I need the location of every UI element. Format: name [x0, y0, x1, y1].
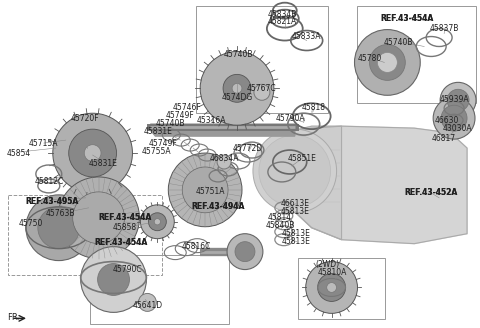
- Text: 45749F: 45749F: [149, 139, 178, 148]
- Text: REF.43-454A: REF.43-454A: [381, 14, 434, 23]
- Text: 45750: 45750: [19, 219, 43, 228]
- Text: 45720F: 45720F: [71, 114, 99, 123]
- Text: REF.43-454A: REF.43-454A: [381, 14, 434, 23]
- Circle shape: [227, 234, 263, 270]
- Circle shape: [377, 52, 397, 72]
- Text: 46817: 46817: [432, 133, 456, 143]
- Text: 45715A: 45715A: [29, 139, 59, 148]
- Circle shape: [182, 167, 228, 213]
- Text: 45740B: 45740B: [384, 38, 413, 47]
- Circle shape: [433, 97, 475, 139]
- Text: 45831E: 45831E: [88, 158, 117, 168]
- Text: 45854: 45854: [7, 149, 31, 157]
- Text: 45641D: 45641D: [132, 301, 162, 310]
- Text: 46630: 46630: [435, 116, 459, 125]
- Text: 45755A: 45755A: [142, 147, 171, 155]
- Circle shape: [138, 294, 156, 311]
- Text: 45810A: 45810A: [318, 268, 348, 277]
- Text: 45746F: 45746F: [173, 103, 202, 112]
- Circle shape: [53, 113, 132, 193]
- Text: 45818: 45818: [302, 103, 326, 112]
- Circle shape: [253, 129, 336, 213]
- Circle shape: [370, 45, 405, 80]
- Text: (2WD): (2WD): [315, 260, 340, 269]
- Circle shape: [447, 89, 469, 111]
- Text: 46613E: 46613E: [280, 199, 309, 208]
- Text: 45834B: 45834B: [267, 10, 297, 19]
- Circle shape: [72, 192, 124, 244]
- Text: 45814: 45814: [268, 213, 292, 222]
- Circle shape: [254, 84, 270, 100]
- Text: 45813E: 45813E: [281, 229, 310, 238]
- Circle shape: [148, 213, 166, 231]
- Text: REF.43-495A: REF.43-495A: [25, 197, 78, 206]
- Polygon shape: [150, 124, 295, 130]
- Text: 45772D: 45772D: [233, 144, 263, 153]
- Text: REF.43-452A: REF.43-452A: [405, 188, 458, 197]
- Circle shape: [441, 105, 467, 131]
- Text: 45851E: 45851E: [288, 154, 316, 163]
- Circle shape: [154, 219, 160, 225]
- Text: 45767C: 45767C: [247, 84, 276, 93]
- Text: 45751A: 45751A: [195, 187, 225, 196]
- Text: REF.43-454A: REF.43-454A: [94, 238, 147, 247]
- Circle shape: [440, 82, 476, 118]
- Text: 45821A: 45821A: [267, 17, 297, 26]
- Text: 45740B: 45740B: [223, 50, 253, 59]
- Text: 45840B: 45840B: [265, 221, 295, 230]
- Text: 45749F: 45749F: [166, 111, 194, 120]
- Circle shape: [232, 83, 242, 93]
- Text: 43030A: 43030A: [442, 124, 472, 133]
- Text: 45813E: 45813E: [281, 237, 310, 246]
- Circle shape: [69, 129, 117, 177]
- Circle shape: [141, 205, 174, 239]
- Text: 46834A: 46834A: [209, 154, 239, 163]
- Circle shape: [26, 195, 92, 260]
- Circle shape: [38, 207, 80, 249]
- Circle shape: [58, 177, 139, 258]
- Circle shape: [200, 51, 274, 125]
- Text: FR.: FR.: [7, 313, 21, 322]
- Text: REF.43-454A: REF.43-454A: [94, 238, 147, 247]
- Text: 45790C: 45790C: [113, 265, 142, 274]
- Text: 45790A: 45790A: [276, 114, 306, 123]
- Polygon shape: [295, 126, 467, 244]
- Text: 45858: 45858: [112, 223, 136, 232]
- Text: 45763B: 45763B: [46, 209, 75, 218]
- Circle shape: [355, 30, 420, 95]
- Circle shape: [318, 274, 346, 301]
- Text: REF.43-494A: REF.43-494A: [192, 202, 245, 211]
- Text: REF.43-454A: REF.43-454A: [98, 213, 151, 222]
- Circle shape: [97, 264, 130, 296]
- Text: 45780: 45780: [357, 54, 382, 63]
- Text: 45812C: 45812C: [34, 177, 63, 186]
- Circle shape: [327, 283, 336, 292]
- Circle shape: [81, 247, 146, 312]
- Text: 45816C: 45816C: [181, 242, 211, 251]
- Circle shape: [235, 242, 255, 262]
- Text: 4574DG: 4574DG: [221, 93, 252, 102]
- Text: REF.43-495A: REF.43-495A: [25, 197, 78, 206]
- Circle shape: [259, 135, 331, 207]
- Text: 45939A: 45939A: [439, 95, 469, 104]
- Circle shape: [168, 153, 242, 227]
- Circle shape: [217, 155, 231, 169]
- Text: 45831E: 45831E: [144, 127, 173, 136]
- Polygon shape: [295, 126, 342, 240]
- Polygon shape: [150, 130, 295, 136]
- Text: 45833A: 45833A: [292, 32, 322, 41]
- Text: REF.43-494A: REF.43-494A: [192, 202, 245, 211]
- Text: 45740B: 45740B: [156, 119, 185, 128]
- Text: REF.43-452A: REF.43-452A: [405, 188, 458, 197]
- Text: REF.43-454A: REF.43-454A: [98, 213, 151, 222]
- Text: 45316A: 45316A: [196, 116, 226, 125]
- Text: 45837B: 45837B: [430, 24, 459, 33]
- Circle shape: [84, 145, 101, 161]
- Text: 45813E: 45813E: [280, 207, 309, 216]
- Circle shape: [223, 74, 251, 102]
- Circle shape: [306, 262, 358, 313]
